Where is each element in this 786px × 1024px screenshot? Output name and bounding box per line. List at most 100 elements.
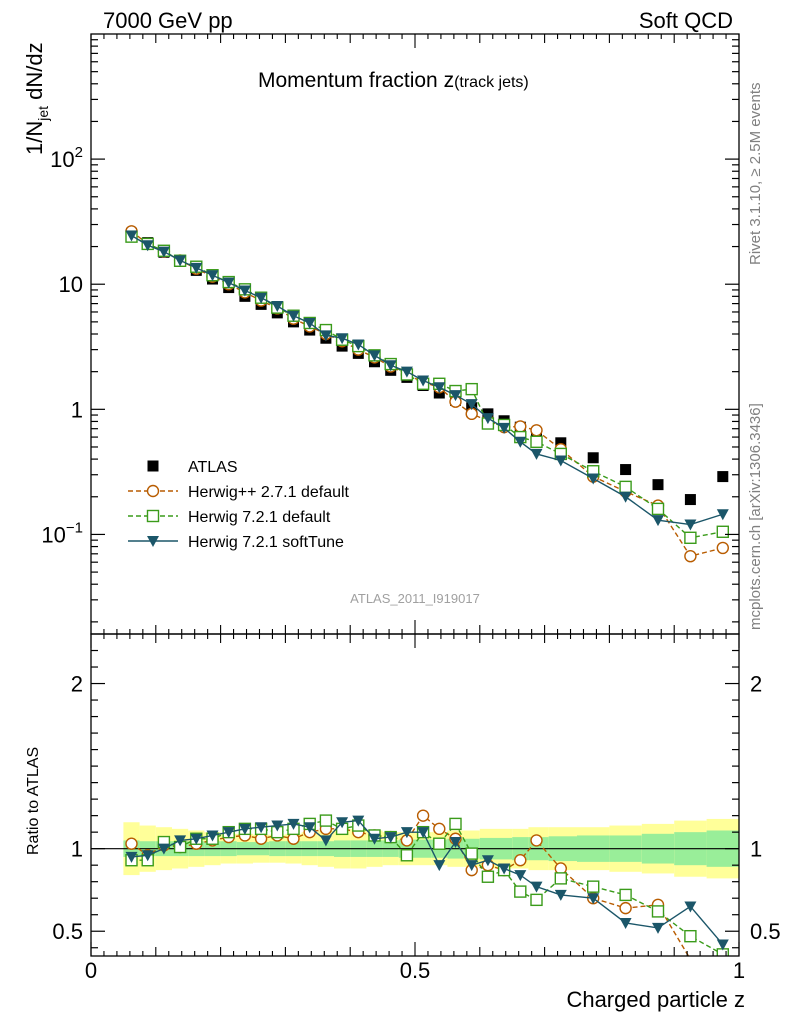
ratio-point	[481, 870, 495, 883]
data-point	[271, 300, 284, 312]
ratio-point	[554, 872, 567, 885]
ratio-point	[684, 929, 697, 943]
x-tick-label: 0	[85, 958, 97, 983]
x-tick-label: 0.5	[400, 958, 431, 983]
data-point	[684, 531, 697, 544]
ratio-point	[530, 881, 543, 893]
main-title-text: Momentum fraction	[258, 69, 444, 92]
legend-entry: Herwig 7.2.1 default	[128, 509, 331, 526]
ratio-point	[416, 809, 430, 822]
main-y-axis-label-sub: jet	[35, 106, 51, 122]
data-point	[620, 464, 632, 476]
x-axis-label: Charged particle z	[566, 987, 745, 1012]
ratio-point	[465, 847, 478, 860]
ratio-point	[514, 854, 527, 867]
ratio-y-tick-label: 0.5	[52, 919, 83, 944]
ratio-point	[619, 901, 632, 915]
legend-entry: ATLAS	[147, 459, 238, 476]
ratio-point	[684, 901, 697, 913]
ratio-point	[352, 815, 365, 827]
data-point	[514, 436, 527, 448]
data-point	[684, 494, 696, 506]
ratio-point	[716, 939, 729, 951]
ratio-point	[400, 849, 414, 862]
ratio-point	[255, 822, 268, 834]
data-point	[465, 399, 478, 411]
data-point	[384, 360, 397, 372]
main-y-axis-label-head: 1/N	[22, 121, 47, 155]
ratio-point	[449, 817, 462, 831]
data-point	[587, 452, 599, 464]
ratio-point	[287, 818, 300, 830]
ratio-point	[651, 905, 665, 918]
ratio-point	[481, 855, 494, 867]
main-y-tick-label: 1	[71, 397, 83, 422]
data-point	[554, 455, 567, 467]
ratio-panel: 0.5 0.51 12 20 0.5 1 Ratio to ATLAS Charged p…	[25, 633, 781, 1012]
series-herwig-7-2-1-softtune	[125, 230, 729, 531]
data-point	[716, 509, 729, 521]
data-point	[587, 473, 600, 485]
header-process-label: Soft QCD	[639, 8, 733, 33]
ratio-point	[384, 832, 397, 844]
ratio-point	[433, 837, 446, 850]
data-point	[716, 541, 729, 555]
data-point	[684, 519, 697, 531]
legend-label: ATLAS	[188, 459, 238, 476]
rivet-version-label: Rivet 3.1.10, ≥ 2.5M events	[747, 83, 764, 266]
data-point	[222, 277, 235, 289]
main-y-tick-label: 102	[50, 144, 83, 172]
ratio-y-tick-label-right: 1	[750, 837, 762, 862]
header-energy-label: 7000 GeV pp	[103, 8, 233, 33]
data-point	[141, 240, 154, 252]
ratio-point	[222, 827, 235, 839]
ratio-point	[498, 863, 511, 875]
legend-marker	[147, 460, 159, 472]
analysis-tag: ATLAS_2011_I919017	[350, 591, 480, 606]
data-point	[652, 515, 664, 527]
main-y-tick-label: 10	[59, 272, 83, 297]
legend-label: Herwig 7.2.1 default	[188, 509, 331, 526]
ratio-point	[449, 837, 462, 849]
data-point	[255, 292, 268, 304]
series-line	[131, 230, 723, 557]
ratio-point	[530, 893, 543, 907]
data-point	[157, 246, 170, 258]
ratio-point	[652, 922, 664, 934]
ratio-point	[174, 835, 187, 847]
main-title-sub: (track jets)	[454, 74, 529, 91]
data-point	[368, 350, 381, 362]
data-point	[433, 382, 446, 394]
data-point	[619, 491, 632, 503]
ratio-y-tick-label-right: 0.5	[750, 919, 781, 944]
ratio-point	[336, 817, 349, 829]
ratio-point	[271, 820, 284, 832]
data-point	[481, 413, 494, 425]
ratio-point	[400, 827, 413, 839]
source-label: mcplots.cern.ch [arXiv:1306.3436]	[747, 403, 764, 630]
data-point	[449, 390, 462, 402]
legend-entry: Herwig 7.2.1 softTune	[128, 534, 344, 551]
ratio-point	[206, 830, 219, 842]
data-point	[238, 285, 251, 297]
ratio-point	[514, 870, 527, 882]
legend-label: Herwig++ 2.7.1 default	[188, 484, 350, 501]
ratio-point	[587, 880, 600, 893]
data-point	[206, 270, 219, 282]
ratio-point	[716, 948, 729, 956]
main-y-axis-label-tail: dN/dz	[22, 42, 47, 106]
ratio-point	[368, 833, 381, 845]
data-point	[514, 420, 527, 433]
data-point	[530, 448, 543, 460]
ratio-point	[530, 834, 543, 847]
ratio-point	[319, 835, 332, 847]
data-point	[465, 382, 478, 396]
data-point	[498, 422, 511, 434]
legend-marker	[147, 536, 159, 547]
legend: ATLAS Herwig++ 2.7.1 default Herwig 7.2.1 …	[128, 459, 350, 551]
ratio-point	[125, 837, 138, 850]
ratio-point	[587, 893, 600, 905]
ratio-point	[141, 850, 154, 862]
ratio-point	[514, 885, 527, 898]
